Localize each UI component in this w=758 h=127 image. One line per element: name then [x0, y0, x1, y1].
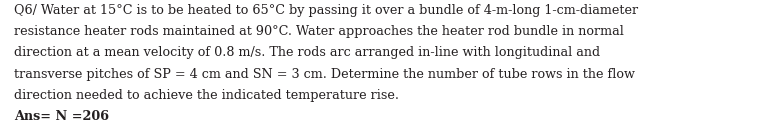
Text: transverse pitches of SP = 4 cm and SN = 3 cm. Determine the number of tube rows: transverse pitches of SP = 4 cm and SN =…: [14, 68, 634, 81]
Text: direction at a mean velocity of 0.8 m/s. The rods arc arranged in-line with long: direction at a mean velocity of 0.8 m/s.…: [14, 46, 600, 59]
Text: Ans= N =206: Ans= N =206: [14, 110, 108, 123]
Text: direction needed to achieve the indicated temperature rise.: direction needed to achieve the indicate…: [14, 89, 399, 102]
Text: Q6/ Water at 15°C is to be heated to 65°C by passing it over a bundle of 4-m-lon: Q6/ Water at 15°C is to be heated to 65°…: [14, 4, 637, 17]
Text: resistance heater rods maintained at 90°C. Water approaches the heater rod bundl: resistance heater rods maintained at 90°…: [14, 25, 624, 38]
